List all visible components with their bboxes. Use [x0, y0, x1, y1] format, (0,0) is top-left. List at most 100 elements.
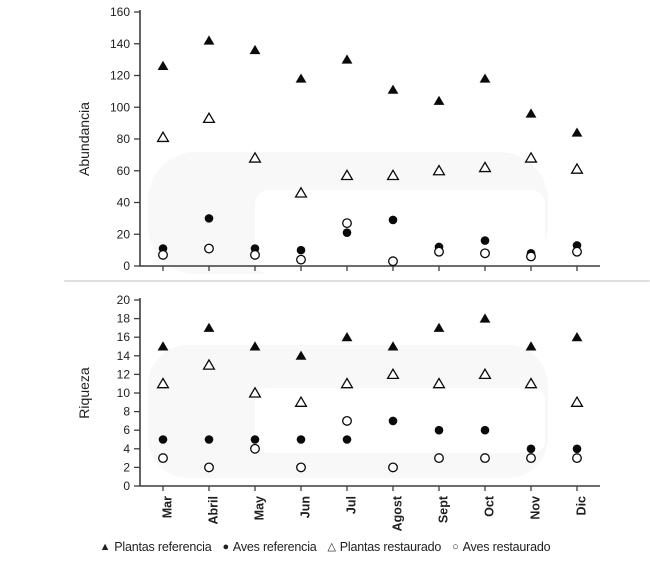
data-point-open-triangle	[386, 169, 400, 181]
y-tick-label: 16	[117, 330, 131, 344]
data-point-filled-circle	[204, 435, 214, 444]
data-point-filled-triangle	[295, 350, 307, 360]
y-tick-label: 20	[117, 293, 131, 307]
legend-item[interactable]: ● Aves referencia	[222, 540, 316, 554]
x-tick-label: Oct	[483, 495, 497, 517]
legend-item-label: Aves restaurado	[462, 540, 551, 554]
data-point-open-circle	[250, 249, 260, 260]
legend-item-label: Plantas referencia	[114, 540, 212, 554]
data-point-filled-triangle	[433, 322, 445, 332]
data-point-filled-circle	[388, 416, 398, 426]
data-point-filled-circle	[480, 425, 490, 435]
y-tick-label: 12	[117, 367, 131, 381]
legend-item-label: Plantas restaurado	[339, 540, 442, 554]
data-point-open-circle	[296, 254, 306, 265]
data-point-open-circle	[434, 246, 444, 257]
x-tick-label: Nov	[529, 496, 543, 520]
open-circle-icon: ○	[452, 540, 459, 553]
axis-lines	[139, 10, 600, 267]
data-point-open-circle	[480, 248, 490, 259]
x-tick-label: Agost	[391, 495, 405, 531]
x-tick-label: Jul	[345, 496, 359, 514]
data-point-filled-triangle	[157, 60, 169, 70]
data-point-open-circle	[250, 443, 260, 454]
y-tick-label: 0	[123, 479, 130, 493]
data-point-open-triangle	[524, 151, 538, 163]
y-axis-title: Riqueza	[76, 367, 92, 419]
y-tick-label: 160	[110, 5, 130, 19]
data-point-open-triangle	[156, 377, 170, 389]
data-point-open-circle	[342, 415, 352, 426]
data-point-filled-triangle	[479, 313, 491, 323]
filled-circle-icon: ●	[222, 540, 229, 553]
data-point-open-triangle	[478, 161, 492, 173]
data-point-open-triangle	[202, 358, 216, 370]
data-point-open-triangle	[432, 164, 446, 176]
data-point-open-circle	[572, 453, 582, 464]
y-tick-label: 18	[117, 312, 131, 326]
data-point-filled-triangle	[203, 35, 215, 45]
data-point-open-triangle	[248, 386, 262, 398]
legend-item[interactable]: △ Plantas restaurado	[328, 540, 442, 554]
data-point-filled-triangle	[341, 54, 353, 64]
data-point-filled-triangle	[525, 108, 537, 118]
data-point-filled-circle	[388, 215, 398, 225]
data-point-filled-triangle	[341, 332, 353, 342]
data-point-open-triangle	[340, 377, 354, 389]
data-point-open-triangle	[432, 377, 446, 389]
y-tick-label: 20	[117, 227, 131, 241]
data-point-filled-circle	[250, 435, 260, 444]
data-point-filled-triangle	[157, 341, 169, 351]
data-point-open-circle	[388, 462, 398, 473]
y-tick-label: 120	[110, 69, 130, 83]
data-point-open-circle	[526, 251, 536, 262]
data-point-open-circle	[342, 218, 352, 229]
data-point-open-triangle	[524, 377, 538, 389]
data-point-open-circle	[480, 453, 490, 464]
y-tick-label: 8	[123, 405, 130, 419]
data-point-open-triangle	[202, 111, 216, 124]
y-tick-label: 100	[110, 100, 130, 114]
data-point-filled-circle	[480, 236, 490, 245]
y-tick-label: 80	[117, 132, 131, 146]
data-point-filled-triangle	[479, 73, 491, 83]
open-triangle-icon: △	[327, 540, 336, 553]
data-point-open-triangle	[386, 367, 400, 380]
legend: ▲ Plantas referencia ● Aves referencia △ Plan…	[0, 537, 650, 557]
data-point-open-circle	[388, 256, 398, 267]
data-point-open-triangle	[156, 130, 170, 143]
y-tick-label: 2	[123, 460, 130, 474]
data-point-filled-triangle	[249, 44, 261, 55]
data-point-filled-triangle	[203, 322, 215, 332]
filled-triangle-icon: ▲	[99, 540, 111, 553]
data-point-filled-circle	[342, 435, 352, 444]
legend-item[interactable]: ○ Aves restaurado	[452, 540, 550, 554]
data-point-filled-circle	[296, 435, 306, 444]
data-point-filled-circle	[572, 444, 582, 454]
data-point-open-circle	[434, 453, 444, 464]
data-point-open-circle	[158, 249, 168, 260]
y-tick-label: 4	[123, 442, 130, 456]
y-tick-label: 0	[123, 259, 130, 273]
y-tick-label: 6	[123, 423, 130, 437]
x-tick-label: Dic	[575, 496, 589, 516]
y-tick-label: 10	[117, 386, 131, 400]
data-point-open-triangle	[340, 169, 354, 181]
data-point-filled-circle	[158, 435, 168, 444]
data-point-open-circle	[526, 453, 536, 464]
data-point-filled-triangle	[295, 73, 307, 83]
x-tick-label: Jun	[299, 496, 313, 518]
data-point-filled-circle	[434, 425, 444, 435]
data-point-open-circle	[296, 462, 306, 473]
data-point-open-triangle	[570, 395, 584, 407]
data-point-filled-triangle	[433, 95, 445, 105]
legend-item[interactable]: ▲ Plantas referencia	[100, 540, 212, 554]
data-point-open-circle	[204, 243, 214, 254]
data-point-filled-triangle	[571, 127, 583, 137]
data-point-open-circle	[204, 462, 214, 473]
data-point-open-triangle	[570, 162, 584, 174]
data-point-open-triangle	[248, 151, 262, 163]
data-point-filled-circle	[204, 214, 214, 223]
data-point-open-triangle	[294, 395, 308, 407]
